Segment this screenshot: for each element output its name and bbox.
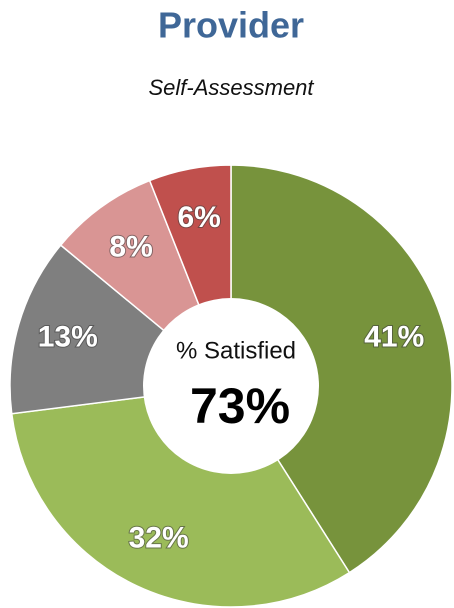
value-label: 13% [38,320,98,353]
value-label: 41% [364,320,424,353]
chart-title: Provider [158,5,304,46]
center-value: 73% [190,378,290,434]
slice [230,164,453,574]
value-label: 6% [177,201,220,234]
center-text: % Satisfied [176,337,296,364]
chart-subtitle: Self-Assessment [148,75,314,100]
value-label: 8% [109,230,152,263]
donut-hole [143,298,319,474]
value-label: 32% [129,522,189,555]
